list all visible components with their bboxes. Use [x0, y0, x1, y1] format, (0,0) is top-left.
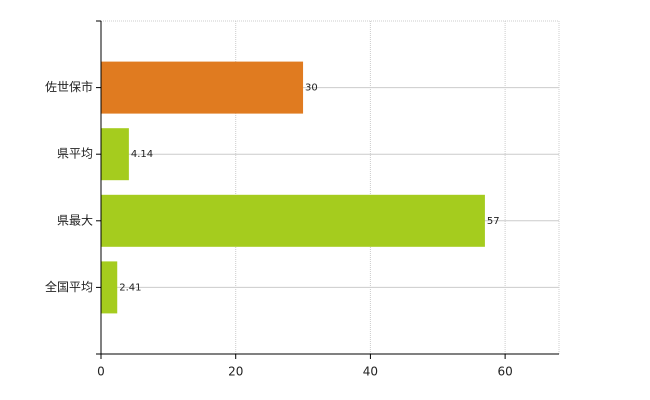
bar	[101, 194, 485, 247]
y-tick-label: 佐世保市	[45, 79, 93, 94]
y-tick-label: 県平均	[57, 147, 93, 161]
y-tick-label: 県最大	[57, 213, 93, 227]
y-tick-label: 全国平均	[45, 279, 93, 294]
value-label: 4.14	[131, 149, 153, 160]
x-tick-label: 0	[97, 365, 105, 379]
x-tick-label: 20	[228, 365, 243, 379]
value-label: 2.41	[119, 282, 141, 293]
bar	[101, 128, 129, 181]
value-label: 30	[305, 83, 318, 94]
x-tick-label: 40	[363, 365, 378, 379]
bar	[101, 61, 304, 114]
bar	[101, 261, 118, 314]
x-tick-label: 60	[497, 365, 512, 379]
value-label: 57	[487, 216, 500, 227]
